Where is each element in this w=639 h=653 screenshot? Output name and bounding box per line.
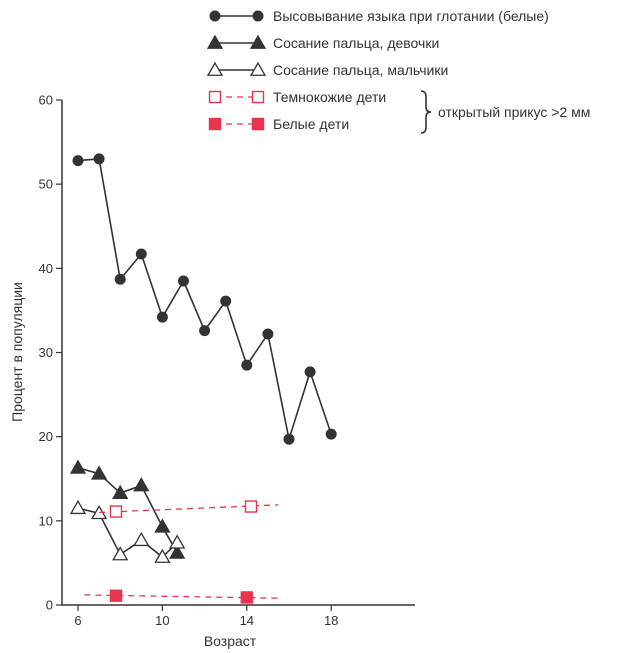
x-tick-label: 14 <box>240 613 254 628</box>
data-point <box>112 546 129 561</box>
legend-item-4: Темнокожие дети <box>208 89 386 105</box>
legend-item-5: Белые дети <box>208 116 349 132</box>
y-tick-label: 60 <box>39 93 53 108</box>
y-tick-label: 40 <box>39 261 53 276</box>
data-point <box>240 591 254 604</box>
series-1 <box>72 153 337 445</box>
legend-marker <box>251 117 265 131</box>
legend-label: Сосание пальца, девочки <box>273 35 439 51</box>
legend-marker <box>208 117 222 131</box>
data-point <box>283 433 295 445</box>
data-point <box>109 505 123 518</box>
data-point <box>325 428 337 440</box>
series-line <box>77 467 178 554</box>
data-point <box>156 311 168 323</box>
legend-label: Высовывание языка при глотании (белые) <box>273 8 549 24</box>
data-point <box>109 589 123 602</box>
series-2 <box>69 459 186 559</box>
data-point <box>72 155 84 167</box>
legend: Высовывание языка при глотании (белые) Со… <box>206 8 549 132</box>
data-point <box>112 484 129 499</box>
legend-item-3: Сосание пальца, мальчики <box>206 61 448 78</box>
legend-marker <box>249 34 267 49</box>
data-point <box>114 273 126 285</box>
legend-marker <box>249 61 267 76</box>
x-axis-title: Возраст <box>204 633 257 649</box>
y-tick-label: 50 <box>39 177 53 192</box>
x-tick-label: 10 <box>155 613 169 628</box>
legend-marker <box>206 61 224 76</box>
y-tick-label: 20 <box>39 429 53 444</box>
data-point <box>69 459 87 474</box>
data-point <box>220 295 232 307</box>
data-point <box>199 325 211 337</box>
series-layer <box>69 153 337 604</box>
legend-marker <box>251 90 265 104</box>
data-point <box>178 275 189 287</box>
data-point <box>304 366 316 378</box>
legend-label: Белые дети <box>273 116 349 132</box>
axes: Возраст Процент в популяции 0 10 20 30 40 50 6… <box>9 93 415 649</box>
legend-brace <box>420 90 432 134</box>
series-line <box>77 158 332 440</box>
x-tick-label: 6 <box>74 613 81 628</box>
data-point <box>133 477 150 492</box>
series-3 <box>69 499 186 563</box>
legend-marker <box>252 10 264 22</box>
data-point <box>69 499 87 515</box>
data-point <box>90 465 108 480</box>
data-point <box>262 328 274 340</box>
legend-marker <box>208 90 222 104</box>
data-point <box>244 500 258 513</box>
series-4 <box>99 500 279 518</box>
legend-item-2: Сосание пальца, девочки <box>206 34 439 51</box>
y-tick-label: 0 <box>46 598 53 613</box>
legend-label: Сосание пальца, мальчики <box>273 62 448 78</box>
y-tick-label: 30 <box>39 345 53 360</box>
legend-label: Темнокожие дети <box>273 89 386 105</box>
legend-item-1: Высовывание языка при глотании (белые) <box>209 8 549 24</box>
legend-brace-label: открытый прикус >2 мм <box>438 104 590 120</box>
y-tick-label: 10 <box>39 513 53 528</box>
series-5 <box>84 589 281 604</box>
data-point <box>169 544 186 559</box>
series-line <box>99 504 279 514</box>
x-tick-label: 18 <box>324 613 338 628</box>
legend-marker <box>206 34 224 49</box>
legend-brace-group: открытый прикус >2 мм <box>420 90 590 134</box>
legend-marker <box>209 10 221 22</box>
data-point <box>133 531 150 547</box>
data-point <box>154 518 171 533</box>
y-axis-title: Процент в популяции <box>9 282 25 422</box>
data-point <box>154 548 171 563</box>
data-point <box>241 359 253 371</box>
data-point <box>135 248 147 260</box>
data-point <box>93 153 105 165</box>
data-point <box>169 534 186 549</box>
